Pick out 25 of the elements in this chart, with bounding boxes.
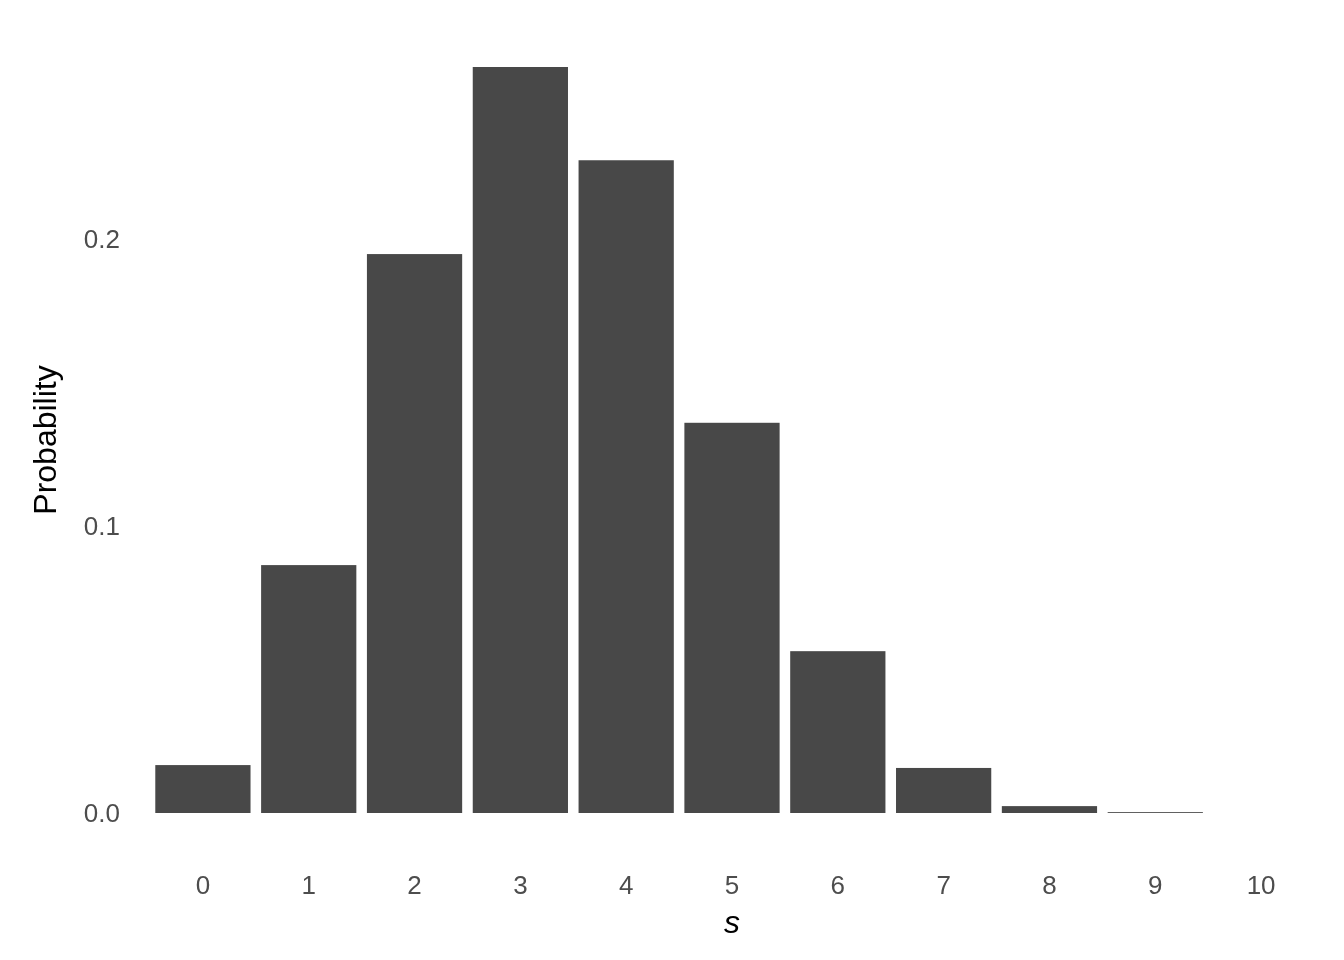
bar (790, 651, 886, 813)
x-tick-label: 7 (936, 870, 951, 900)
y-tick-label: 0.1 (83, 511, 120, 542)
bar (472, 67, 568, 813)
x-tick-label: 0 (195, 870, 211, 900)
bar (684, 422, 780, 813)
bar (1001, 806, 1098, 813)
x-tick-label: 3 (513, 870, 528, 900)
y-axis-title: Probability (27, 365, 63, 515)
x-tick-label: 6 (830, 870, 846, 900)
x-tick-label: 10 (1246, 870, 1276, 900)
bar (578, 160, 674, 813)
x-tick-label: 1 (301, 870, 316, 900)
bar (155, 765, 251, 813)
bar (366, 254, 463, 813)
bar (261, 565, 357, 813)
y-tick-label: 0.0 (83, 798, 120, 829)
bar (896, 767, 992, 813)
y-tick-label: 0.2 (83, 224, 120, 255)
x-tick-label: 8 (1042, 870, 1057, 900)
x-tick-label: 4 (618, 870, 634, 900)
x-tick-label: 5 (724, 870, 740, 900)
x-axis-title: s (724, 904, 740, 940)
x-tick-label: 9 (1148, 870, 1163, 900)
x-tick-label: 2 (407, 870, 422, 900)
